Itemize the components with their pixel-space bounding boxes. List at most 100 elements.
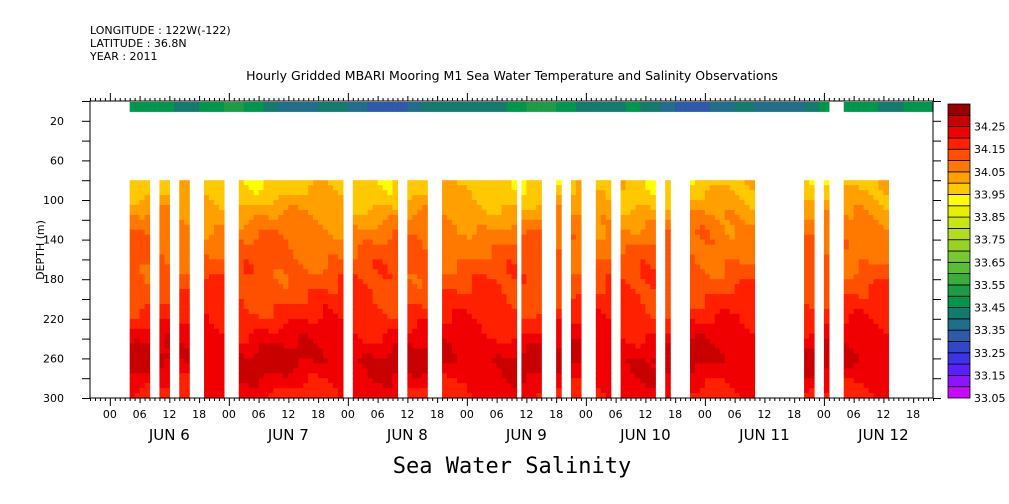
heatmap-cell	[337, 313, 344, 320]
heatmap-cell	[422, 185, 428, 191]
heatmap-cell	[159, 284, 165, 290]
heatmap-cell	[179, 383, 185, 389]
heatmap-cell	[724, 294, 731, 300]
heatmap-cell	[407, 303, 413, 310]
heatmap-cell	[699, 313, 706, 320]
heatmap-cell	[382, 259, 389, 265]
heatmap-cell	[159, 333, 165, 340]
heatmap-cell	[323, 195, 329, 201]
heatmap-cell	[645, 204, 651, 211]
heatmap-cell	[442, 343, 448, 350]
heatmap-cell	[521, 209, 527, 216]
heatmap-cell	[605, 204, 612, 211]
surface-cell	[169, 102, 175, 112]
heatmap-cell	[328, 214, 334, 221]
heatmap-cell	[556, 214, 562, 221]
heatmap-cell	[337, 209, 344, 216]
heatmap-cell	[501, 254, 508, 260]
heatmap-cell	[863, 363, 870, 369]
heatmap-cell	[868, 279, 875, 285]
heatmap-cell	[571, 388, 577, 394]
heatmap-cell	[422, 368, 428, 374]
heatmap-cell	[308, 318, 314, 325]
heatmap-cell	[620, 209, 627, 216]
heatmap-cell	[690, 368, 696, 374]
heatmap-cell	[144, 388, 151, 394]
heatmap-cell	[332, 308, 339, 315]
heatmap-cell	[471, 348, 478, 355]
heatmap-cell	[595, 348, 602, 355]
surface-cell	[635, 102, 642, 112]
heatmap-cell	[218, 299, 225, 305]
heatmap-cell	[744, 274, 751, 280]
heatmap-cell	[749, 333, 756, 340]
heatmap-cell	[625, 224, 632, 231]
heatmap-cell	[729, 224, 736, 231]
heatmap-cell	[447, 204, 453, 211]
heatmap-cell	[442, 219, 448, 226]
heatmap-cell	[288, 254, 294, 260]
heatmap-cell	[491, 353, 498, 359]
heatmap-cell	[447, 393, 453, 399]
heatmap-cell	[536, 229, 542, 236]
heatmap-cell	[556, 209, 562, 216]
heatmap-cell	[447, 348, 453, 355]
heatmap-cell	[313, 368, 319, 374]
heatmap-cell	[724, 264, 731, 270]
heatmap-cell	[848, 249, 855, 256]
heatmap-cell	[442, 214, 448, 221]
heatmap-cell	[253, 313, 260, 320]
heatmap-cell	[144, 343, 151, 350]
heatmap-cell	[635, 259, 642, 265]
heatmap-cell	[575, 393, 582, 399]
heatmap-cell	[704, 214, 711, 221]
heatmap-cell	[843, 200, 850, 206]
heatmap-cell	[476, 303, 483, 310]
heatmap-cell	[823, 323, 830, 330]
heatmap-cell	[288, 393, 294, 399]
heatmap-cell	[501, 209, 508, 216]
heatmap-cell	[476, 368, 483, 374]
heatmap-cell	[749, 264, 756, 270]
heatmap-cell	[486, 284, 493, 290]
heatmap-cell	[650, 264, 656, 270]
heatmap-cell	[293, 318, 299, 325]
heatmap-cell	[476, 284, 483, 290]
heatmap-cell	[848, 195, 855, 201]
heatmap-cell	[134, 388, 141, 394]
heatmap-cell	[372, 363, 379, 369]
heatmap-cell	[134, 363, 141, 369]
heatmap-cell	[367, 209, 374, 216]
heatmap-cell	[461, 254, 468, 260]
heatmap-cell	[258, 303, 265, 310]
surface-cell	[888, 102, 894, 112]
heatmap-cell	[575, 368, 582, 374]
heatmap-cell	[749, 348, 756, 355]
heatmap-cell	[352, 393, 359, 399]
heatmap-cell	[179, 214, 185, 221]
heatmap-cell	[213, 368, 220, 374]
heatmap-cell	[184, 234, 190, 241]
heatmap-cell	[714, 195, 721, 201]
heatmap-cell	[640, 209, 646, 216]
heatmap-cell	[600, 274, 607, 280]
heatmap-cell	[699, 244, 706, 251]
heatmap-cell	[268, 368, 275, 374]
heatmap-cell	[313, 294, 319, 300]
heatmap-cell	[417, 338, 423, 345]
heatmap-cell	[377, 323, 384, 330]
heatmap-cell	[496, 209, 503, 216]
heatmap-cell	[466, 239, 473, 246]
heatmap-cell	[665, 239, 671, 246]
heatmap-cell	[129, 209, 136, 216]
heatmap-cell	[699, 318, 706, 325]
heatmap-cell	[536, 214, 542, 221]
heatmap-cell	[630, 289, 637, 295]
heatmap-cell	[690, 338, 696, 345]
heatmap-cell	[337, 269, 344, 275]
heatmap-cell	[442, 200, 448, 206]
heatmap-cell	[466, 358, 473, 364]
heatmap-cell	[303, 308, 309, 315]
heatmap-cell	[650, 313, 656, 320]
heatmap-cell	[328, 264, 334, 270]
